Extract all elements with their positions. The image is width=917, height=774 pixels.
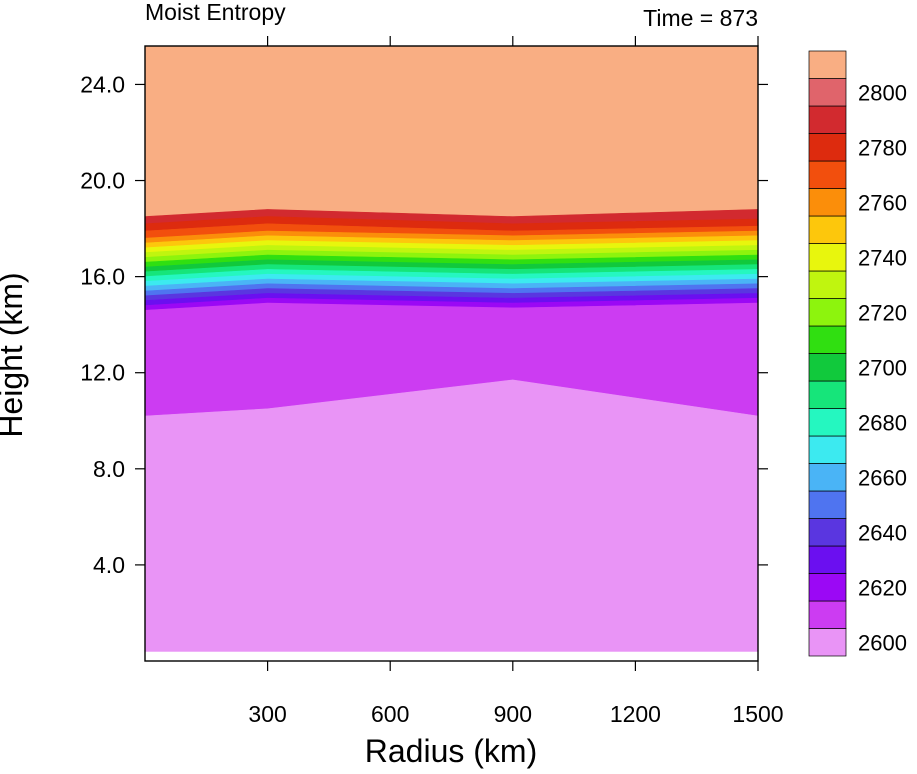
x-axis-label: Radius (km) — [365, 733, 537, 769]
colorbar-swatch-9 — [808, 380, 847, 409]
colorbar-swatch-17 — [808, 160, 847, 189]
x-tick-label-2: 900 — [494, 701, 532, 727]
colorbar-label-6: 2660 — [858, 465, 907, 490]
y-tick-label-3: 16.0 — [80, 264, 125, 290]
contour-band-20 — [145, 379, 758, 652]
axis-ticks: 300 600 900 1200 1500 4.0 8.0 12.0 16.0 20.0 24.0 — [80, 36, 784, 727]
colorbar-label-4: 2640 — [858, 520, 907, 545]
plot-frame — [144, 45, 759, 662]
y-tick-label-2: 12.0 — [80, 360, 125, 386]
colorbar-label-8: 2680 — [858, 410, 907, 435]
x-tick-label-3: 1200 — [610, 701, 661, 727]
colorbar-swatch-18 — [808, 133, 847, 162]
chart-title-left: Moist Entropy — [145, 0, 286, 25]
y-axis-label: Height (km) — [0, 272, 29, 437]
colorbar-label-2: 2620 — [858, 575, 907, 600]
colorbar-swatch-14 — [808, 243, 847, 272]
colorbar: 2600 2620 2640 2660 2680 2700 2720 2740 2760 2780… — [808, 50, 907, 657]
colorbar-swatch-20 — [808, 78, 847, 107]
colorbar-swatch-21 — [808, 50, 847, 79]
colorbar-swatch-1 — [808, 600, 847, 629]
colorbar-swatch-4 — [808, 518, 847, 547]
colorbar-swatch-8 — [808, 408, 847, 437]
colorbar-swatch-10 — [808, 353, 847, 382]
y-tick-label-0: 4.0 — [93, 552, 125, 578]
contour-band-0 — [145, 46, 758, 217]
colorbar-swatch-16 — [808, 188, 847, 217]
colorbar-swatch-12 — [808, 298, 847, 327]
colorbar-swatch-7 — [808, 435, 847, 464]
colorbar-swatch-6 — [808, 463, 847, 492]
colorbar-swatch-5 — [808, 490, 847, 519]
x-tick-label-4: 1500 — [732, 701, 783, 727]
y-tick-label-5: 24.0 — [80, 71, 125, 97]
colorbar-swatch-11 — [808, 325, 847, 354]
colorbar-label-18: 2780 — [858, 135, 907, 160]
colorbar-swatch-2 — [808, 573, 847, 602]
colorbar-swatch-0 — [808, 628, 847, 657]
x-tick-label-1: 600 — [371, 701, 409, 727]
colorbar-label-10: 2700 — [858, 355, 907, 380]
colorbar-swatch-15 — [808, 215, 847, 244]
contour-fill-bands — [145, 46, 758, 652]
y-tick-label-1: 8.0 — [93, 456, 125, 482]
colorbar-swatch-13 — [808, 270, 847, 299]
colorbar-label-20: 2800 — [858, 80, 907, 105]
colorbar-label-0: 2600 — [858, 630, 907, 655]
colorbar-label-14: 2740 — [858, 245, 907, 270]
colorbar-swatch-3 — [808, 545, 847, 574]
colorbar-label-12: 2720 — [858, 300, 907, 325]
x-tick-label-0: 300 — [248, 701, 286, 727]
colorbar-label-16: 2760 — [858, 190, 907, 215]
colorbar-swatch-19 — [808, 105, 847, 134]
chart-title-right: Time = 873 — [643, 5, 758, 31]
y-tick-label-4: 20.0 — [80, 168, 125, 194]
